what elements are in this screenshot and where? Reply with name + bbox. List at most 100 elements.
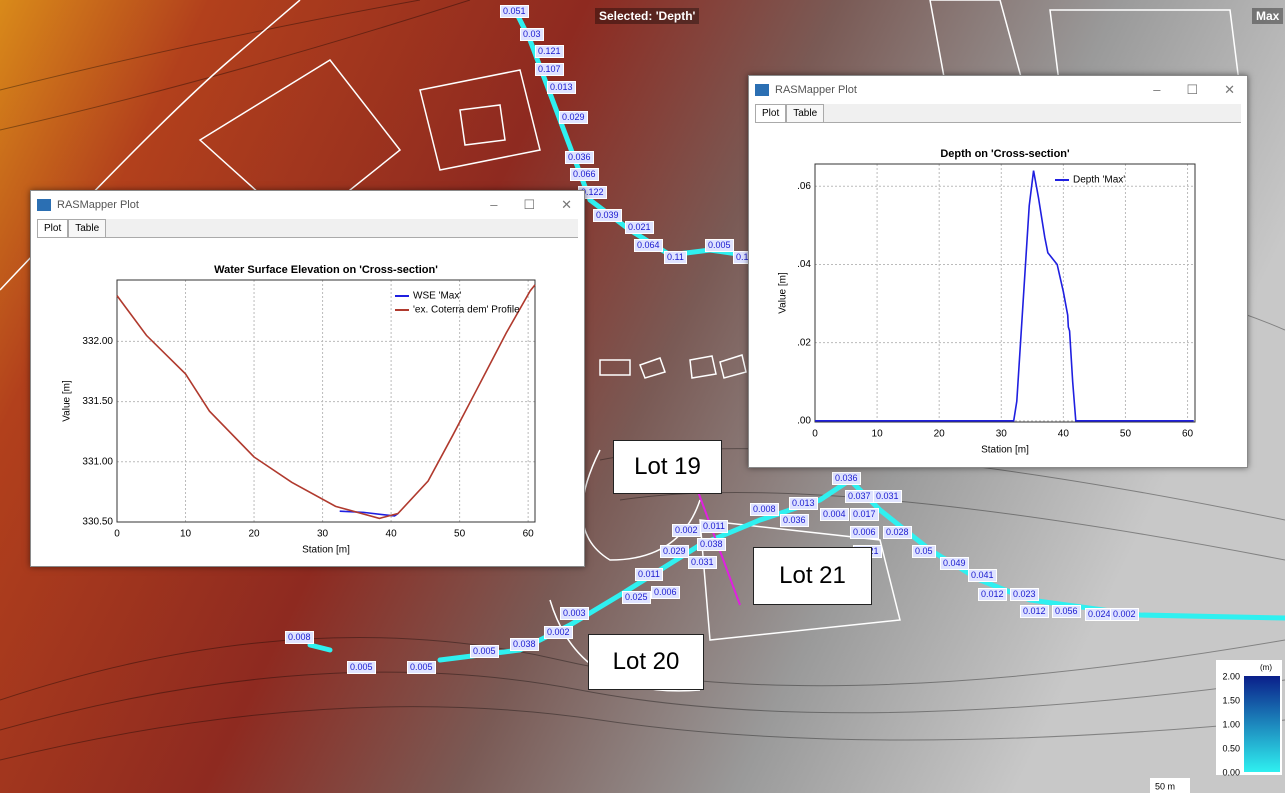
depth-label: 0.005	[470, 645, 499, 658]
y-tick-label: .02	[797, 337, 811, 348]
window-button[interactable]: ☐	[1186, 82, 1198, 98]
tab[interactable]: Table	[68, 219, 106, 237]
legend-tick: 1.00	[1222, 719, 1240, 729]
depth-label: 0.012	[978, 588, 1007, 601]
chart: Depth on 'Cross-section' Station [m] Value…	[755, 123, 1241, 458]
lot-label: Lot 20	[588, 634, 704, 690]
depth-label: 0.028	[883, 526, 912, 539]
depth-label: 0.023	[1010, 588, 1039, 601]
tab[interactable]: Plot	[755, 104, 786, 122]
window-buttons: – ☐ ✕	[1153, 82, 1247, 98]
x-tick-label: 50	[454, 529, 466, 540]
window-button[interactable]: ✕	[561, 197, 572, 213]
legend-tick: 2.00	[1222, 671, 1240, 681]
plot-frame	[815, 164, 1195, 422]
y-tick-label: 331.00	[82, 456, 113, 467]
y-axis-label: Value [m]	[778, 272, 789, 314]
x-tick-label: 40	[1058, 429, 1070, 440]
x-tick-label: 20	[934, 429, 946, 440]
y-tick-label: 331.50	[82, 396, 113, 407]
colorbar	[1244, 676, 1280, 772]
depth-label: 0.013	[789, 497, 818, 510]
app-icon	[755, 84, 769, 96]
depth-label: 0.013	[547, 81, 576, 94]
depth-label: 0.049	[940, 557, 969, 570]
title-bar: RASMapper Plot – ☐ ✕	[31, 191, 584, 219]
depth-label: 0.031	[688, 556, 717, 569]
x-tick-label: 0	[114, 529, 120, 540]
x-axis-label: Station [m]	[302, 545, 350, 556]
legend-tick: 0.50	[1222, 743, 1240, 753]
scale-label: 50 m	[1155, 781, 1175, 791]
title-bar: RASMapper Plot – ☐ ✕	[749, 76, 1247, 104]
window-button[interactable]: –	[1153, 82, 1160, 98]
depth-label: 0.05	[912, 545, 936, 558]
depth-label: 0.011	[635, 568, 663, 581]
window-buttons: – ☐ ✕	[490, 197, 584, 213]
chart-title: Depth on 'Cross-section'	[940, 148, 1070, 160]
window-button[interactable]: –	[490, 197, 497, 213]
depth-label: 0.036	[780, 514, 809, 527]
depth-label: 0.051	[500, 5, 529, 18]
depth-label: 0.11	[664, 251, 687, 264]
plot-frame	[117, 280, 535, 522]
depth-label: 0.006	[651, 586, 680, 599]
legend-label: Depth 'Max'	[1073, 175, 1125, 186]
depth-label: 0.041	[968, 569, 997, 582]
x-tick-label: 40	[386, 529, 398, 540]
depth-label: 0.004	[820, 508, 849, 521]
window-title: RASMapper Plot	[775, 84, 857, 96]
window-title: RASMapper Plot	[57, 199, 139, 211]
depth-label: 0.012	[1020, 605, 1049, 618]
depth-label: 0.025	[622, 591, 651, 604]
depth-label: 0.121	[535, 45, 564, 58]
selected-layer: Selected: 'Depth'	[595, 8, 699, 24]
depth-label: 0.038	[697, 538, 726, 551]
y-tick-label: 332.00	[82, 336, 113, 347]
depth-label: 0.064	[634, 239, 663, 252]
depth-label: 0.005	[347, 661, 376, 674]
depth-label: 0.002	[544, 626, 573, 639]
x-tick-label: 10	[180, 529, 192, 540]
depth-label: 0.039	[593, 209, 622, 222]
depth-label: 0.005	[705, 239, 734, 252]
x-tick-label: 60	[523, 529, 535, 540]
y-axis-label: Value [m]	[62, 380, 73, 422]
tab[interactable]: Table	[786, 104, 824, 122]
x-tick-label: 30	[996, 429, 1008, 440]
y-tick-label: 330.50	[82, 517, 113, 528]
depth-label: 0.029	[660, 545, 689, 558]
depth-label: 0.008	[285, 631, 314, 644]
y-tick-label: .04	[797, 259, 811, 270]
x-tick-label: 10	[872, 429, 884, 440]
depth-label: 0.002	[672, 524, 701, 537]
x-tick-label: 30	[317, 529, 329, 540]
depth-label: 0.056	[1052, 605, 1081, 618]
window-button[interactable]: ☐	[523, 197, 535, 213]
tab[interactable]: Plot	[37, 219, 68, 237]
depth-label: 0.038	[510, 638, 539, 651]
legend-label: 'ex. Coterra dem' Profile	[413, 305, 520, 316]
screen: 50 m (m)2.001.501.000.500.00 Selected: '…	[0, 0, 1285, 793]
x-axis-label: Station [m]	[981, 445, 1029, 456]
window-button[interactable]: ✕	[1224, 82, 1235, 98]
depth-label: 0.011	[700, 520, 728, 533]
depth-label: 0.031	[873, 490, 902, 503]
depth-label: 0.008	[750, 503, 779, 516]
chart-title: Water Surface Elevation on 'Cross-sectio…	[214, 264, 438, 276]
app-icon	[37, 199, 51, 211]
lot-label: Lot 21	[753, 547, 872, 605]
depth-label: 0.005	[407, 661, 436, 674]
depth-label: 0.066	[570, 168, 599, 181]
depth-label: 0.107	[535, 63, 564, 76]
legend-unit: (m)	[1260, 663, 1272, 672]
y-tick-label: .00	[797, 415, 811, 426]
depth-label: 0.003	[560, 607, 589, 620]
depth-label: 0.036	[565, 151, 594, 164]
depth-label: 0.002	[1110, 608, 1139, 621]
depth-label: 0.029	[559, 111, 588, 124]
depth-label: 0.021	[625, 221, 654, 234]
